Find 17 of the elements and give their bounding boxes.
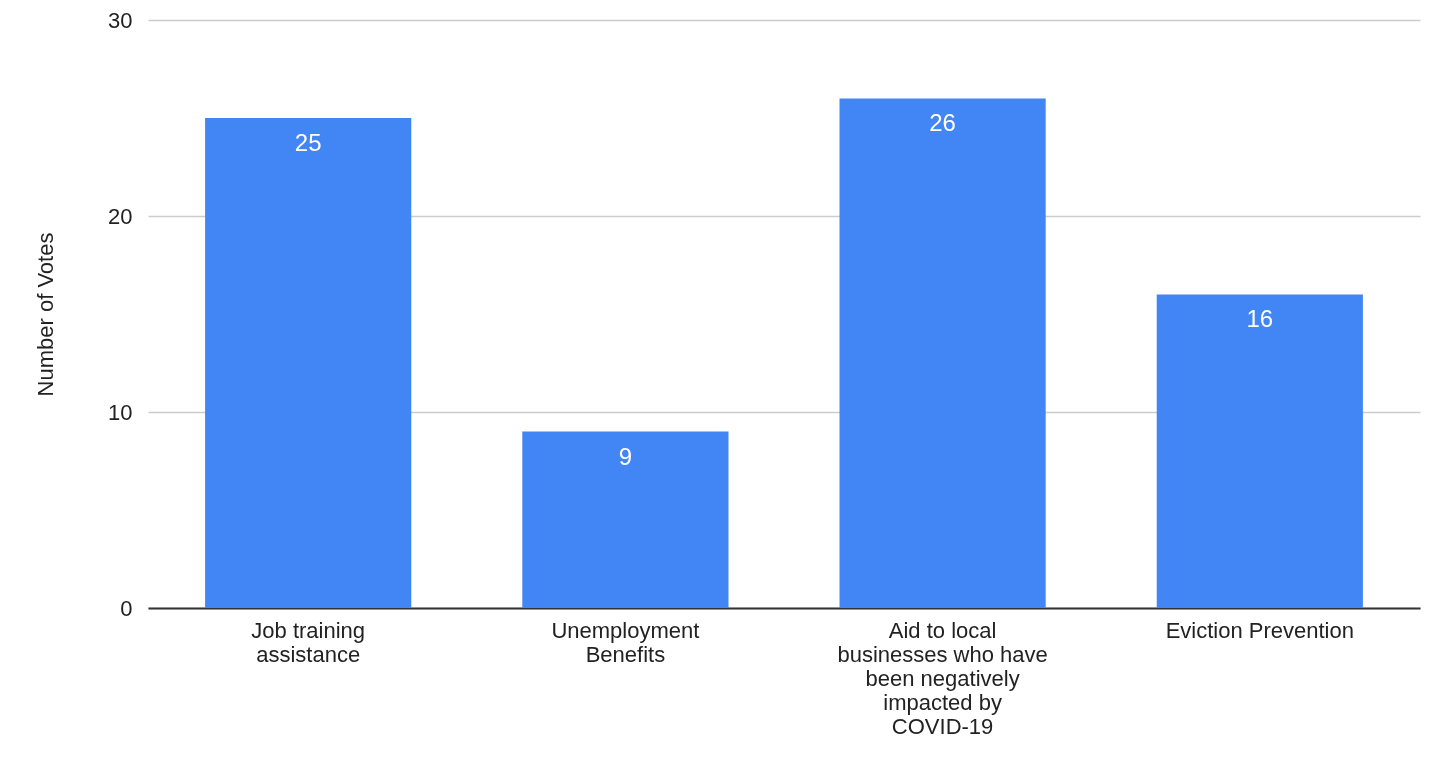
y-tick-label: 0 [120,595,133,621]
bar [522,431,729,608]
data-label: 26 [929,109,956,137]
data-label: 16 [1246,305,1274,333]
bar [1156,294,1363,608]
y-tick-label: 30 [108,7,133,33]
y-axis-title: Number of Votes [33,232,59,397]
y-tick-label: 10 [108,399,133,425]
x-tick-label: Job training assistance [251,617,366,667]
bar [839,98,1046,608]
data-label: 9 [618,442,633,470]
x-tick-label: Eviction Prevention [1165,617,1354,643]
x-tick-label: Aid to local businesses who have been negatively impacted by COVID-19 [837,617,1048,739]
bar [205,118,412,608]
data-label: 25 [294,129,322,156]
x-tick-label: Unemployment Benefits [551,617,700,667]
y-tick-label: 20 [108,203,133,229]
